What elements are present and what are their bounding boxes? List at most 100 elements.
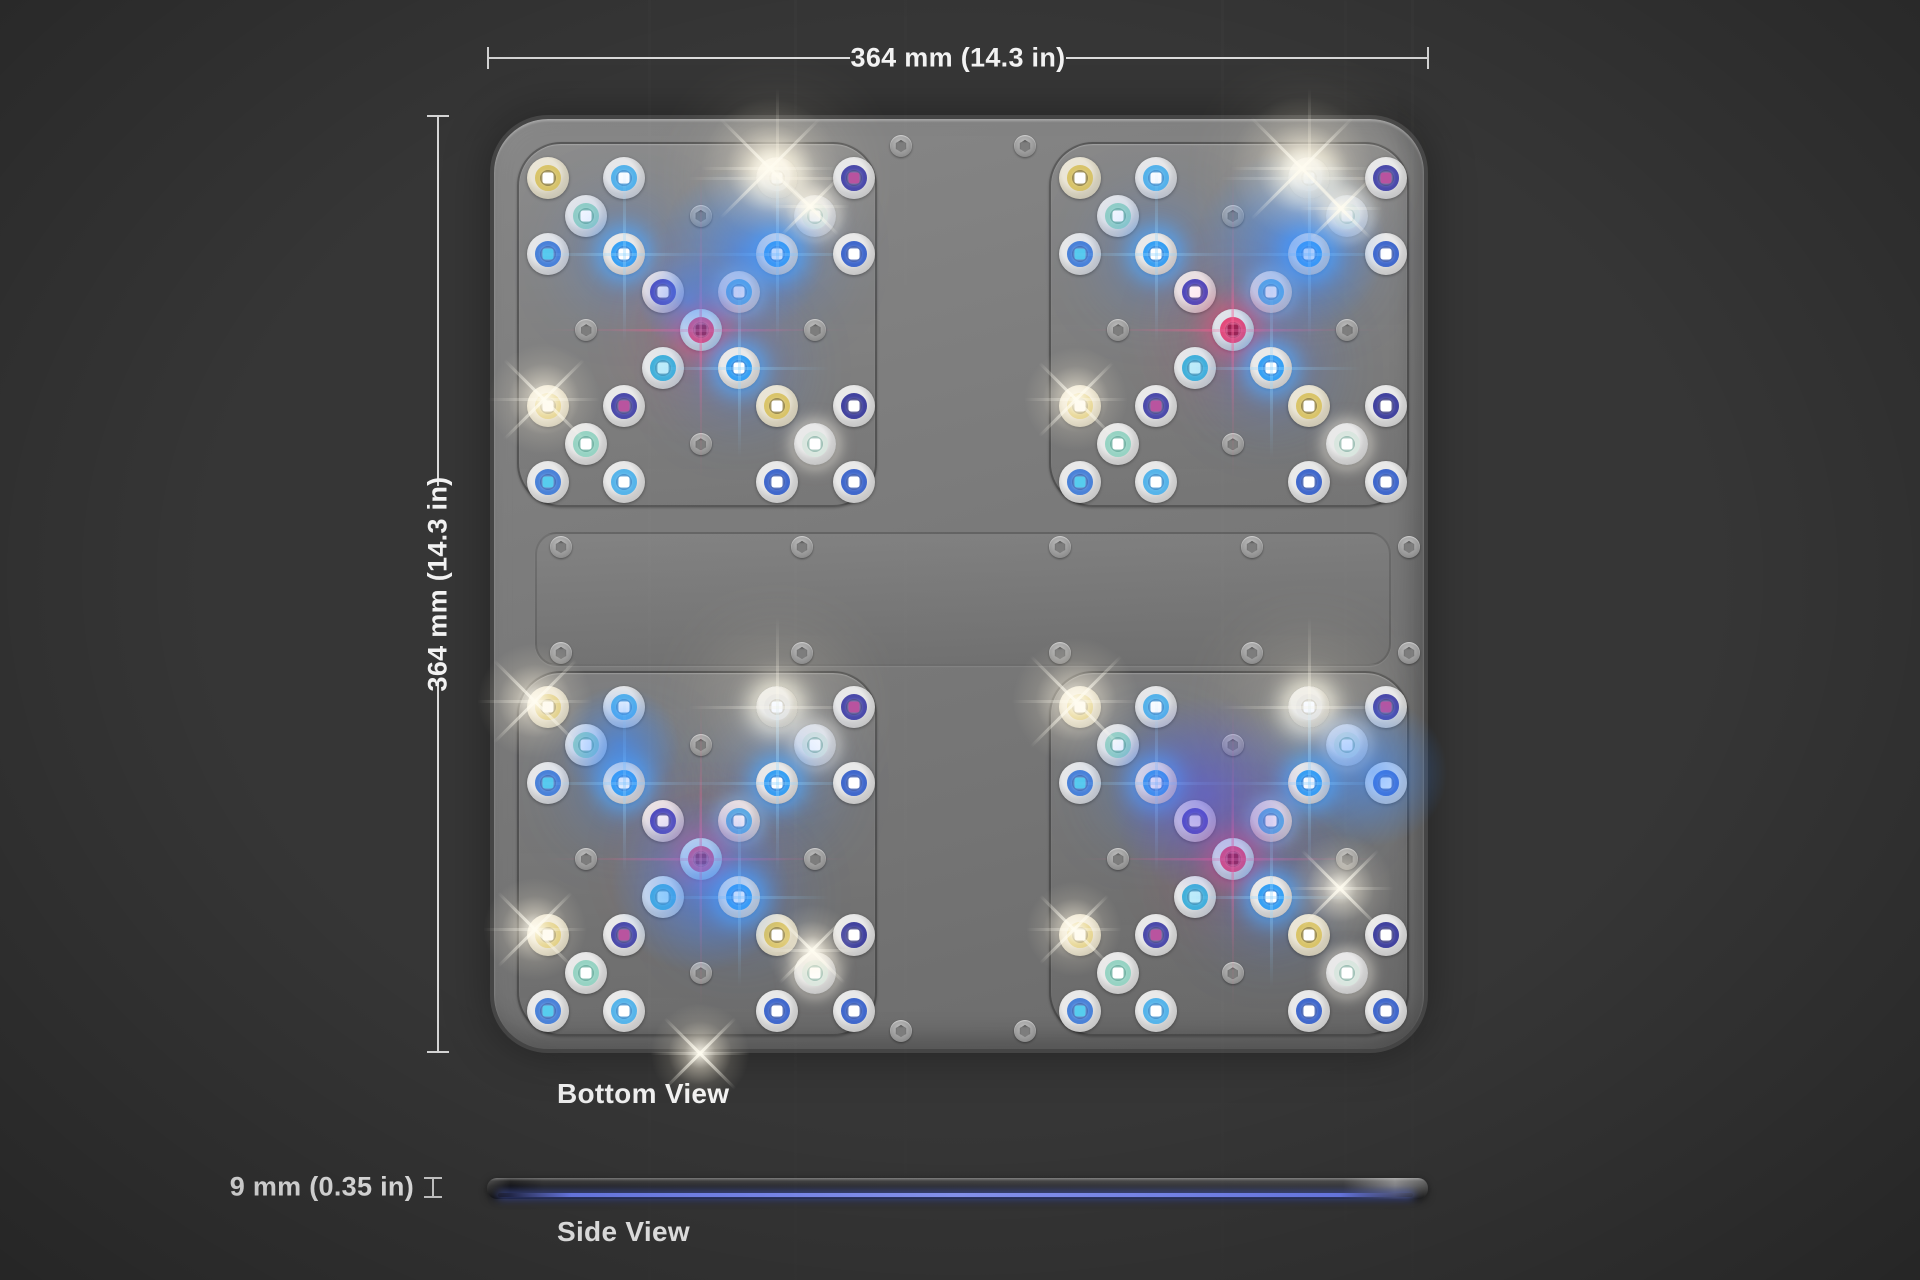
led-die bbox=[733, 286, 745, 298]
led-die bbox=[542, 248, 554, 260]
hex-socket bbox=[555, 541, 567, 553]
led-indigo bbox=[1364, 914, 1407, 957]
led-ring bbox=[1372, 770, 1399, 797]
hex-socket bbox=[1227, 739, 1238, 752]
led-blue bbox=[1364, 233, 1407, 276]
led-die bbox=[1112, 739, 1124, 751]
led-navy bbox=[1173, 271, 1216, 314]
led-ring bbox=[764, 998, 791, 1025]
led-cyanblue bbox=[1059, 990, 1101, 1033]
led-die bbox=[848, 172, 860, 184]
led-cyan bbox=[1173, 876, 1216, 919]
led-die bbox=[1303, 248, 1315, 260]
hex-screw bbox=[1107, 848, 1130, 871]
led-blue bbox=[756, 461, 799, 504]
led-die bbox=[1074, 400, 1086, 412]
led-yellow bbox=[527, 686, 569, 728]
led-ring bbox=[611, 469, 638, 496]
led-ring bbox=[1067, 165, 1093, 191]
hex-socket bbox=[1227, 967, 1238, 980]
led-die bbox=[1150, 400, 1162, 412]
led-ring bbox=[1334, 203, 1361, 230]
hex-screw bbox=[1241, 536, 1263, 558]
hex-socket bbox=[1403, 647, 1415, 659]
led-die bbox=[1341, 739, 1353, 751]
led-die bbox=[618, 777, 630, 789]
led-cyanblue bbox=[527, 461, 569, 504]
led-die bbox=[1112, 210, 1124, 222]
led-skyblue bbox=[603, 461, 646, 504]
led-ring bbox=[1372, 165, 1399, 191]
led-die bbox=[809, 210, 821, 222]
light-spike-h bbox=[1142, 328, 1323, 332]
led-skyGlow bbox=[718, 800, 760, 843]
led-blue bbox=[1364, 990, 1407, 1033]
hex-socket bbox=[1113, 324, 1124, 337]
led-red bbox=[610, 240, 791, 421]
led-ring bbox=[726, 884, 752, 911]
led-ring bbox=[611, 241, 638, 268]
led-die bbox=[771, 400, 783, 412]
led-die bbox=[618, 476, 630, 488]
led-ring bbox=[611, 165, 638, 191]
led-whiteGlow bbox=[687, 88, 868, 268]
led-die bbox=[542, 701, 554, 713]
led-royalGlow bbox=[687, 693, 868, 874]
led-indigo bbox=[1364, 385, 1407, 428]
led-teal bbox=[565, 423, 608, 466]
led-die bbox=[1150, 929, 1162, 941]
led-yellow bbox=[1288, 914, 1331, 957]
led-die bbox=[809, 739, 821, 751]
led-ring bbox=[535, 165, 561, 191]
led-ring bbox=[1219, 846, 1246, 873]
led-royalGlow bbox=[534, 164, 715, 345]
led-die bbox=[1265, 286, 1277, 298]
hex-screw bbox=[575, 848, 598, 871]
light-spike-h bbox=[610, 857, 791, 861]
led-blue bbox=[832, 990, 875, 1033]
led-ring bbox=[1143, 922, 1170, 949]
height-dim-line-top bbox=[437, 116, 439, 486]
led-die bbox=[580, 739, 592, 751]
led-blue bbox=[1288, 990, 1331, 1033]
led-ring bbox=[687, 846, 714, 873]
led-ring bbox=[1258, 884, 1284, 911]
led-die bbox=[618, 1005, 630, 1017]
led-die bbox=[1074, 476, 1086, 488]
led-skyblue bbox=[603, 157, 646, 199]
led-die bbox=[1112, 967, 1124, 979]
led-ring bbox=[649, 355, 676, 382]
hex-screw bbox=[689, 433, 712, 456]
led-die bbox=[1150, 701, 1162, 713]
led-die bbox=[1189, 815, 1201, 827]
hex-screw bbox=[575, 319, 598, 342]
led-royalGlow bbox=[1066, 164, 1247, 345]
led-ring bbox=[535, 694, 561, 720]
led-ring bbox=[1105, 960, 1132, 987]
led-ring bbox=[840, 393, 867, 420]
hex-socket bbox=[581, 853, 592, 866]
led-die bbox=[1150, 777, 1162, 789]
height-dim-line-bottom bbox=[437, 682, 439, 1052]
light-spike-v bbox=[1231, 769, 1235, 950]
led-violet bbox=[1135, 914, 1178, 957]
led-ring bbox=[1181, 279, 1208, 306]
hex-screw bbox=[1049, 536, 1071, 558]
hex-screw bbox=[1221, 433, 1244, 456]
led-cyan bbox=[641, 876, 684, 919]
led-cluster bbox=[1049, 88, 1409, 507]
led-blue bbox=[832, 233, 875, 276]
hex-screw bbox=[890, 135, 912, 157]
led-blue bbox=[1288, 461, 1331, 504]
hex-socket bbox=[1246, 541, 1258, 553]
width-dim-line-left bbox=[489, 57, 850, 59]
led-ring bbox=[1143, 694, 1170, 720]
led-yellow bbox=[527, 157, 569, 199]
width-dim-tick-right bbox=[1427, 47, 1429, 69]
led-die bbox=[618, 929, 630, 941]
led-whiteGlow bbox=[1219, 88, 1400, 268]
led-cyanblue bbox=[527, 762, 569, 805]
led-yellow bbox=[1059, 914, 1101, 957]
led-skyblue bbox=[1135, 990, 1178, 1033]
